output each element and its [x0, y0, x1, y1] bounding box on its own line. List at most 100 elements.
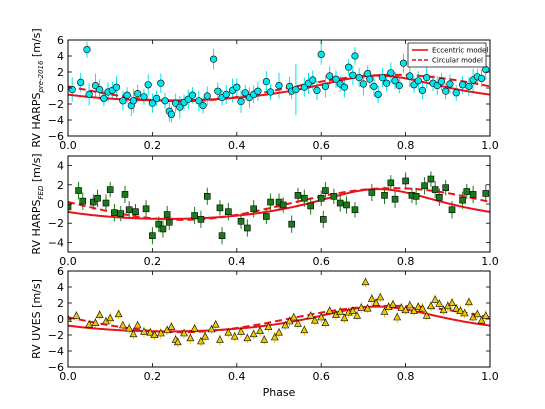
y-tick-label: −2: [48, 217, 64, 230]
data-point: [129, 97, 138, 105]
data-point: [436, 193, 443, 201]
data-point: [353, 311, 361, 319]
data-point: [410, 306, 418, 314]
data-point: [233, 83, 241, 91]
data-point: [256, 326, 264, 334]
data-point: [102, 199, 110, 207]
axes-frame: [67, 155, 491, 253]
data-point: [300, 325, 309, 334]
data-point: [317, 50, 325, 59]
data-point: [153, 94, 161, 102]
data-point: [401, 305, 410, 314]
data-point: [197, 336, 205, 345]
data-point: [214, 87, 222, 95]
y-tick-label: −4: [48, 236, 64, 249]
data-point: [216, 204, 224, 212]
data-point: [90, 198, 97, 206]
data-point: [397, 303, 406, 311]
data-point: [149, 232, 156, 239]
data-point: [355, 73, 363, 82]
y-axis-label-unit: [m/s]: [30, 153, 43, 185]
data-point: [465, 297, 473, 306]
data-point: [414, 302, 423, 310]
y-tick-label: −4: [48, 114, 64, 127]
data-point: [173, 337, 182, 346]
data-point: [301, 194, 308, 202]
data-point: [133, 320, 142, 329]
data-point: [393, 312, 402, 321]
y-axis-label-subscript: FED: [37, 185, 45, 199]
y-tick-label: 0: [57, 82, 64, 95]
y-tick-label: 4: [57, 50, 64, 63]
data-point: [370, 82, 378, 90]
data-point: [376, 292, 385, 301]
legend: Eccentric model Circular model: [407, 42, 488, 68]
data-point: [142, 205, 150, 213]
data-point: [460, 308, 469, 317]
plot-area: [68, 171, 490, 245]
data-point: [95, 310, 104, 318]
data-point: [359, 80, 368, 88]
data-point: [351, 206, 359, 214]
y-tick-label: 6: [57, 34, 64, 47]
data-point: [144, 81, 152, 89]
x-tick-label: 0.2: [144, 255, 162, 268]
data-point: [148, 99, 156, 107]
y-tick-label: 0: [57, 198, 64, 211]
x-tick-label: 1.0: [481, 370, 499, 383]
data-point: [68, 85, 76, 94]
x-tick-label: 1.0: [481, 255, 499, 268]
y-tick-label: 2: [57, 66, 64, 79]
data-point: [285, 316, 294, 325]
data-point: [473, 309, 482, 318]
data-point: [129, 329, 138, 338]
data-point: [294, 319, 302, 327]
data-point: [68, 314, 72, 322]
data-point: [343, 201, 350, 209]
x-tick-label: 0.0: [59, 255, 77, 268]
x-tick-label: 0.0: [59, 139, 77, 152]
data-point: [270, 332, 279, 341]
y-axis-label-subscript: pre-2016: [37, 60, 45, 94]
data-point: [309, 76, 317, 84]
data-point: [167, 322, 176, 330]
x-tick-label: 0.0: [59, 370, 77, 383]
y-tick-label: 4: [57, 160, 64, 173]
data-point: [435, 299, 444, 307]
data-point: [72, 311, 81, 319]
data-point: [279, 201, 287, 209]
data-point: [391, 77, 399, 85]
data-point: [96, 85, 104, 94]
data-point: [349, 71, 357, 79]
eccentric-model-line: [68, 188, 490, 220]
data-point: [332, 75, 340, 83]
data-point: [197, 216, 205, 223]
data-point: [465, 82, 473, 90]
data-point: [422, 311, 431, 319]
y-axis-label-main: RV HARPS: [30, 199, 43, 254]
data-point: [452, 304, 461, 312]
data-point: [357, 303, 366, 311]
data-point: [378, 73, 386, 82]
data-point: [336, 307, 345, 315]
data-point: [288, 220, 295, 228]
data-point: [106, 186, 114, 193]
data-point: [244, 224, 251, 232]
data-point: [321, 82, 330, 90]
data-point: [77, 78, 85, 86]
data-point: [119, 97, 127, 105]
data-point: [140, 93, 148, 101]
data-point: [313, 86, 321, 94]
data-point: [351, 52, 359, 60]
data-point: [372, 298, 380, 306]
y-tick-label: 4: [57, 281, 64, 294]
legend-label: Circular model: [432, 57, 483, 65]
data-point: [477, 316, 486, 324]
y-axis-label-unit: [m/s]: [30, 28, 43, 60]
data-point: [458, 81, 467, 89]
data-point: [123, 91, 131, 99]
data-point: [83, 45, 91, 54]
y-tick-label: 2: [57, 179, 64, 192]
data-point: [266, 88, 275, 96]
